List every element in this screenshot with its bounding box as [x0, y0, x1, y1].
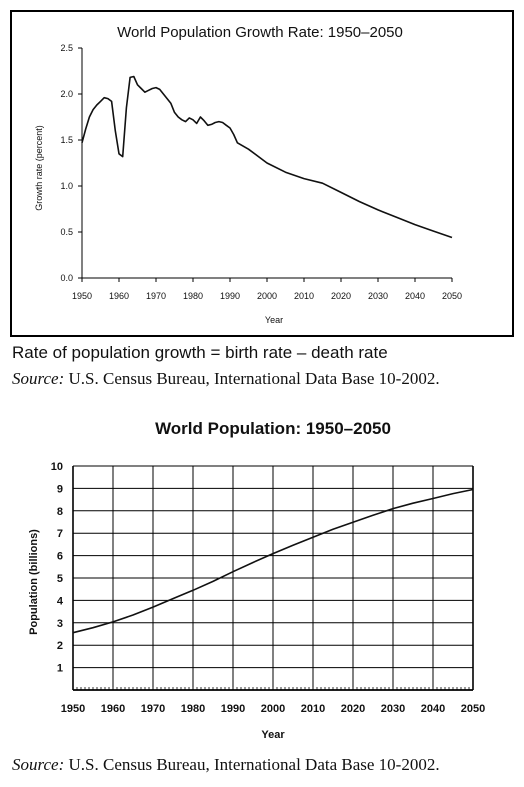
y-tick-label: 10: [51, 461, 63, 473]
y-tick-label: 2: [57, 640, 63, 652]
y-tick-label: 3: [57, 618, 63, 630]
chart-title: World Population: 1950–2050: [155, 419, 391, 438]
y-tick-label: 0.0: [60, 273, 73, 283]
source-text-2: U.S. Census Bureau, International Data B…: [64, 755, 440, 774]
x-tick-label: 2000: [257, 291, 277, 301]
y-tick-label: 1: [57, 663, 63, 675]
x-tick-label: 2000: [261, 703, 285, 715]
source-caption-2: Source: U.S. Census Bureau, Internationa…: [12, 755, 440, 775]
x-tick-label: 1990: [220, 291, 240, 301]
x-tick-label: 2030: [381, 703, 405, 715]
growth-formula-caption: Rate of population growth = birth rate –…: [12, 343, 388, 362]
x-tick-label: 1950: [72, 291, 92, 301]
x-tick-label: 2040: [421, 703, 445, 715]
source-label-2: Source:: [12, 755, 65, 774]
y-tick-label: 1.5: [60, 135, 73, 145]
y-tick-label: 7: [57, 528, 63, 540]
chart-title: World Population Growth Rate: 1950–2050: [117, 24, 403, 41]
x-tick-label: 1970: [146, 291, 166, 301]
x-tick-label: 1980: [183, 291, 203, 301]
source-label-1: Source:: [12, 369, 65, 388]
y-tick-label: 4: [57, 595, 64, 607]
y-tick-label: 1.0: [60, 181, 73, 191]
chart-frame: [10, 10, 514, 337]
x-tick-label: 2040: [405, 291, 425, 301]
y-tick-label: 0.5: [60, 227, 73, 237]
y-tick-label: 2.5: [60, 43, 73, 53]
y-tick-label: 6: [57, 551, 63, 563]
x-tick-label: 2020: [331, 291, 351, 301]
x-tick-label: 1970: [141, 703, 165, 715]
growth-rate-line: [81, 75, 453, 239]
y-tick-label: 8: [57, 506, 63, 518]
y-axis-label: Growth rate (percent): [34, 125, 44, 211]
x-tick-label: 1980: [181, 703, 205, 715]
y-tick-label: 5: [57, 573, 63, 585]
x-tick-label: 1960: [101, 703, 125, 715]
x-tick-label: 2010: [294, 291, 314, 301]
growth-rate-chart: World Population Growth Rate: 1950–2050 0…: [10, 10, 514, 337]
y-axis-label: Population (billions): [28, 529, 40, 635]
y-tick-label: 9: [57, 483, 63, 495]
x-tick-label: 2050: [442, 291, 462, 301]
population-line: [72, 488, 474, 634]
x-tick-label: 1990: [221, 703, 245, 715]
x-tick-label: 1960: [109, 291, 129, 301]
x-tick-label: 2010: [301, 703, 325, 715]
source-text-1: U.S. Census Bureau, International Data B…: [64, 369, 440, 388]
x-axis-label: Year: [261, 729, 285, 741]
x-tick-label: 2020: [341, 703, 365, 715]
y-tick-label: 2.0: [60, 89, 73, 99]
x-axis-label: Year: [265, 315, 283, 325]
source-caption-1: Source: U.S. Census Bureau, Internationa…: [12, 369, 440, 389]
x-tick-label: 1950: [61, 703, 85, 715]
x-tick-label: 2030: [368, 291, 388, 301]
x-tick-label: 2050: [461, 703, 485, 715]
